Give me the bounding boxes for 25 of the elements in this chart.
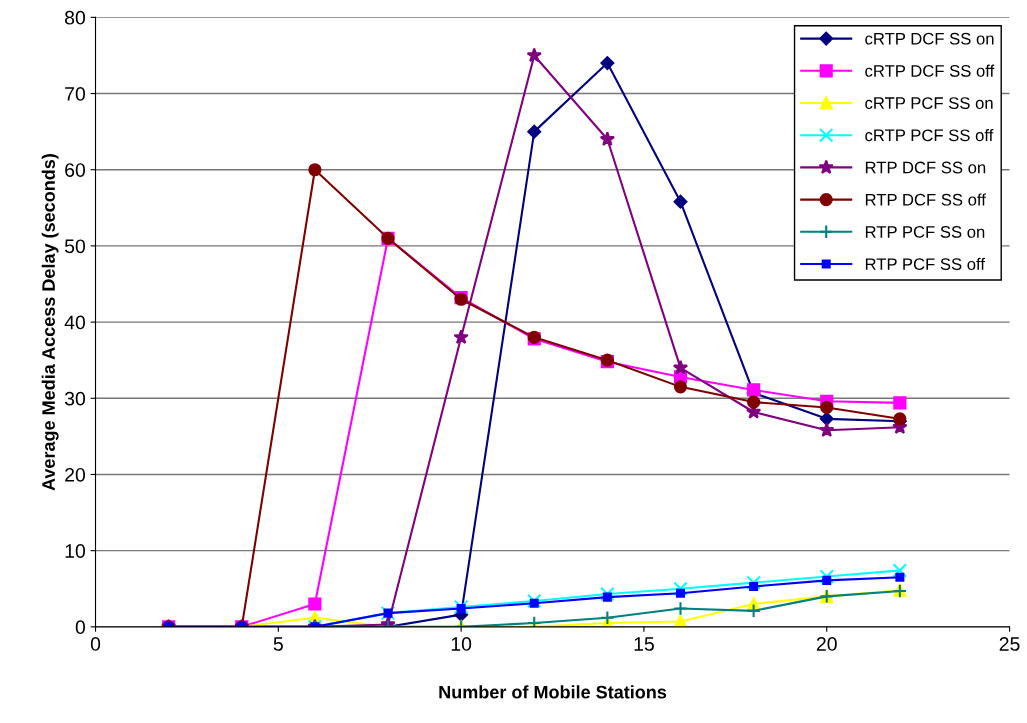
y-tick-label: 30 [64, 391, 86, 406]
y-axis-title: Average Media Access Delay (seconds) [41, 154, 59, 491]
x-axis-title: Number of Mobile Stations [439, 685, 667, 699]
y-tick-label: 80 [65, 10, 86, 25]
x-tick-label: 15 [634, 637, 654, 651]
y-tick-label: 60 [65, 163, 86, 177]
legend-label: cRTP PCF SS on [865, 97, 993, 109]
x-tick-label: 5 [273, 637, 283, 651]
legend-label: cRTP PCF SS off [865, 128, 994, 142]
legend-label: RTP PCF SS off [865, 257, 986, 271]
x-tick-label: 10 [451, 637, 472, 651]
x-tick-label: 20 [816, 637, 837, 651]
y-tick-label: 70 [65, 87, 86, 101]
legend-label: RTP DCF SS on [865, 161, 986, 174]
y-tick-label: 40 [64, 315, 86, 330]
y-tick-label: 50 [64, 239, 86, 254]
legend-label: RTP DCF SS off [865, 193, 986, 206]
x-tick-label: 0 [90, 637, 101, 651]
y-tick-label: 10 [65, 544, 86, 558]
y-tick-label: 0 [75, 620, 86, 635]
y-tick-label: 20 [65, 467, 86, 482]
legend-label: RTP PCF SS on [865, 226, 985, 238]
legend-label: cRTP DCF SS off [865, 64, 995, 77]
legend-label: cRTP DCF SS on [865, 32, 994, 45]
x-tick-label: 25 [999, 637, 1020, 651]
